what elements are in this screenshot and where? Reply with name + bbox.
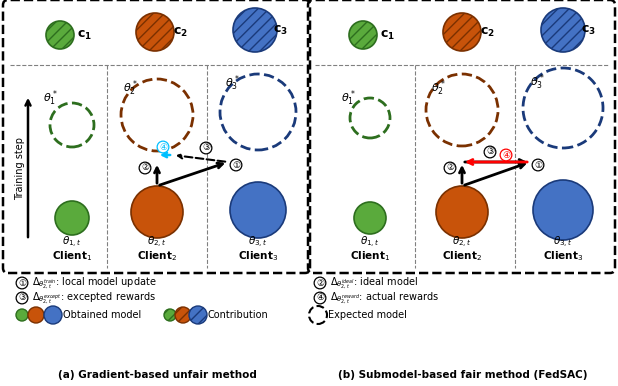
Text: $\theta_{3,t}$: $\theta_{3,t}$ <box>248 234 268 250</box>
Text: $\theta_{3,t}$: $\theta_{3,t}$ <box>553 234 573 250</box>
Text: ②: ② <box>316 279 324 288</box>
Text: $\Delta_{\theta_{2,t}^{train}}$: local model update: $\Delta_{\theta_{2,t}^{train}}$: local m… <box>32 275 156 291</box>
Text: $\theta_{1,t}$: $\theta_{1,t}$ <box>360 234 380 250</box>
Text: Training step: Training step <box>15 137 25 200</box>
Text: $\mathbf{c_2}$: $\mathbf{c_2}$ <box>480 25 494 39</box>
Circle shape <box>541 8 585 52</box>
Text: ③: ③ <box>486 147 494 156</box>
Circle shape <box>349 21 377 49</box>
Text: $\Delta_{\theta_{2,t}^{reward}}$: actual rewards: $\Delta_{\theta_{2,t}^{reward}}$: actual… <box>330 290 439 306</box>
Text: $\theta_3^*$: $\theta_3^*$ <box>530 72 544 92</box>
Circle shape <box>131 186 183 238</box>
Text: $\theta_{2,t}$: $\theta_{2,t}$ <box>452 234 472 250</box>
Circle shape <box>46 21 74 49</box>
Text: Client$_3$: Client$_3$ <box>238 249 278 263</box>
Text: (b) Submodel-based fair method (FedSAC): (b) Submodel-based fair method (FedSAC) <box>338 370 588 380</box>
Text: Expected model: Expected model <box>328 310 407 320</box>
Text: $\theta_2^*$: $\theta_2^*$ <box>431 78 446 98</box>
Circle shape <box>230 182 286 238</box>
Text: Client$_3$: Client$_3$ <box>543 249 583 263</box>
Circle shape <box>16 309 28 321</box>
Text: $\mathbf{c_1}$: $\mathbf{c_1}$ <box>77 29 93 42</box>
Text: ③: ③ <box>18 293 26 303</box>
Circle shape <box>28 307 44 323</box>
Text: $\Delta_{\theta_{2,t}^{ideal}}$: ideal model: $\Delta_{\theta_{2,t}^{ideal}}$: ideal m… <box>330 275 418 291</box>
Text: ④: ④ <box>316 293 324 303</box>
Text: $\mathbf{c_3}$: $\mathbf{c_3}$ <box>580 24 596 37</box>
Text: ③: ③ <box>202 144 210 152</box>
Text: $\mathbf{c_1}$: $\mathbf{c_1}$ <box>381 29 396 42</box>
Text: Contribution: Contribution <box>208 310 269 320</box>
Circle shape <box>136 13 174 51</box>
Text: $\theta_2^*$: $\theta_2^*$ <box>122 78 137 98</box>
Text: ④: ④ <box>502 151 510 159</box>
Text: ②: ② <box>141 164 149 173</box>
Circle shape <box>233 8 277 52</box>
Text: $\theta_{1,t}$: $\theta_{1,t}$ <box>62 234 82 250</box>
Text: ②: ② <box>446 164 454 173</box>
Text: (a) Gradient-based unfair method: (a) Gradient-based unfair method <box>57 370 256 380</box>
Circle shape <box>443 13 481 51</box>
Text: Obtained model: Obtained model <box>63 310 142 320</box>
Text: $\theta_3^*$: $\theta_3^*$ <box>224 73 239 93</box>
Text: $\mathbf{c_2}$: $\mathbf{c_2}$ <box>172 25 187 39</box>
Circle shape <box>189 306 207 324</box>
Text: ①: ① <box>232 161 240 169</box>
Text: Client$_1$: Client$_1$ <box>350 249 390 263</box>
Text: $\theta_{2,t}$: $\theta_{2,t}$ <box>147 234 167 250</box>
Text: $\Delta_{\theta_{2,t}^{except}}$: excepted rewards: $\Delta_{\theta_{2,t}^{except}}$: except… <box>32 290 156 306</box>
Text: $\theta_1^*$: $\theta_1^*$ <box>43 88 57 108</box>
Text: ①: ① <box>534 161 542 169</box>
Circle shape <box>354 202 386 234</box>
Circle shape <box>436 186 488 238</box>
Text: $\theta_1^*$: $\theta_1^*$ <box>341 88 355 108</box>
Text: ④: ④ <box>159 142 167 151</box>
Text: ①: ① <box>18 279 26 288</box>
Circle shape <box>164 309 176 321</box>
Circle shape <box>55 201 89 235</box>
Circle shape <box>44 306 62 324</box>
Circle shape <box>533 180 593 240</box>
Text: Client$_2$: Client$_2$ <box>137 249 177 263</box>
Circle shape <box>175 307 191 323</box>
Text: $\mathbf{c_3}$: $\mathbf{c_3}$ <box>273 24 287 37</box>
Text: Client$_1$: Client$_1$ <box>52 249 92 263</box>
Text: Client$_2$: Client$_2$ <box>442 249 482 263</box>
